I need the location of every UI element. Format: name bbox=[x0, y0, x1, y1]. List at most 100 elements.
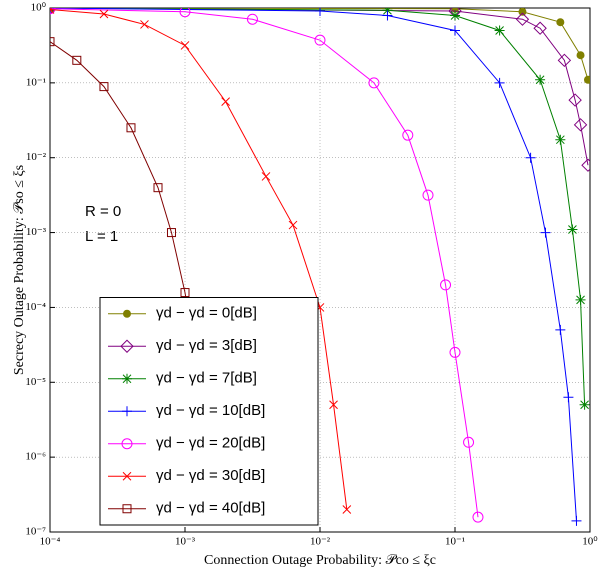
marker bbox=[533, 21, 547, 35]
marker bbox=[568, 93, 582, 107]
series-line bbox=[50, 8, 348, 510]
marker bbox=[440, 279, 452, 291]
marker-shape bbox=[315, 8, 325, 16]
marker-shape bbox=[581, 158, 590, 172]
marker bbox=[315, 8, 325, 16]
marker-shape bbox=[568, 225, 577, 234]
marker bbox=[123, 309, 131, 318]
marker-shape bbox=[525, 152, 536, 163]
marker bbox=[449, 346, 461, 358]
marker-shape bbox=[221, 97, 230, 106]
marker-shape bbox=[440, 279, 452, 291]
marker bbox=[122, 406, 132, 417]
marker bbox=[472, 511, 484, 523]
marker-shape bbox=[140, 20, 149, 29]
marker-shape bbox=[576, 51, 585, 60]
legend-label: γd − γd = 40[dB] bbox=[156, 500, 265, 517]
marker bbox=[463, 436, 475, 448]
marker-shape bbox=[535, 75, 545, 85]
marker-shape bbox=[449, 346, 461, 358]
marker-shape bbox=[122, 406, 132, 417]
y-tick-label: 10⁻⁴ bbox=[25, 301, 46, 313]
marker-shape bbox=[314, 34, 326, 46]
marker bbox=[525, 152, 536, 163]
marker-shape bbox=[179, 8, 191, 18]
marker bbox=[122, 373, 132, 384]
marker-shape bbox=[555, 135, 565, 145]
series-line bbox=[50, 8, 589, 80]
marker-shape bbox=[288, 220, 298, 230]
marker-shape bbox=[122, 374, 132, 384]
marker-shape bbox=[120, 339, 134, 353]
y-tick-label: 10⁻⁵ bbox=[25, 376, 46, 388]
marker bbox=[72, 55, 82, 65]
marker-shape bbox=[515, 12, 530, 26]
marker-shape bbox=[166, 228, 176, 238]
marker-shape bbox=[122, 504, 132, 514]
annotation: L = 1 bbox=[85, 228, 118, 245]
legend-label: γd − γd = 20[dB] bbox=[156, 435, 265, 452]
marker-shape bbox=[422, 189, 434, 201]
marker-shape bbox=[180, 41, 190, 50]
marker-shape bbox=[246, 13, 258, 25]
series-line bbox=[50, 8, 589, 166]
marker bbox=[180, 288, 190, 298]
marker-shape bbox=[99, 9, 109, 19]
y-tick-label: 10⁻⁷ bbox=[25, 526, 46, 538]
marker-shape bbox=[50, 37, 55, 47]
legend-label: γd − γd = 3[dB] bbox=[156, 337, 257, 354]
marker-shape bbox=[99, 82, 109, 92]
y-tick-label: 10⁰ bbox=[31, 2, 47, 14]
marker-shape bbox=[571, 515, 582, 526]
marker-shape bbox=[368, 77, 380, 89]
y-tick-label: 10⁻³ bbox=[26, 226, 47, 238]
marker bbox=[563, 392, 574, 403]
marker-shape bbox=[495, 26, 504, 35]
marker-shape bbox=[121, 438, 133, 450]
marker-shape bbox=[573, 118, 588, 132]
marker-shape bbox=[122, 471, 132, 481]
marker-shape bbox=[382, 10, 393, 21]
marker bbox=[288, 220, 298, 230]
marker bbox=[126, 123, 136, 133]
marker bbox=[166, 228, 176, 238]
marker-shape bbox=[450, 11, 460, 20]
plot-area bbox=[50, 8, 590, 526]
marker bbox=[494, 77, 505, 88]
marker-shape bbox=[540, 227, 551, 238]
marker bbox=[575, 294, 586, 305]
marker bbox=[179, 8, 191, 18]
marker bbox=[581, 158, 590, 172]
marker bbox=[450, 25, 460, 36]
marker-shape bbox=[50, 8, 56, 15]
marker-shape bbox=[518, 8, 527, 16]
marker-shape bbox=[557, 53, 572, 68]
marker bbox=[122, 471, 132, 481]
marker-shape bbox=[568, 93, 582, 107]
marker bbox=[573, 118, 588, 132]
legend-label: γd − γd = 30[dB] bbox=[156, 467, 265, 484]
marker-shape bbox=[563, 392, 574, 403]
marker-shape bbox=[153, 183, 163, 193]
marker-shape bbox=[50, 8, 55, 13]
x-axis-label: Connection Outage Probability: 𝒫co ≤ ξc bbox=[204, 553, 436, 568]
marker-shape bbox=[494, 77, 505, 88]
marker-shape bbox=[533, 21, 547, 35]
marker bbox=[342, 505, 352, 514]
marker bbox=[555, 134, 566, 145]
marker-shape bbox=[123, 309, 131, 318]
legend-label: γd − γd = 7[dB] bbox=[156, 370, 257, 387]
marker bbox=[50, 37, 55, 47]
marker-shape bbox=[583, 75, 590, 84]
x-tick-label: 10⁻³ bbox=[175, 536, 196, 548]
marker-shape bbox=[261, 172, 271, 181]
marker bbox=[50, 8, 55, 14]
marker-shape bbox=[576, 295, 585, 305]
marker bbox=[422, 189, 434, 201]
legend-label: γd − γd = 10[dB] bbox=[156, 402, 265, 419]
marker bbox=[140, 20, 149, 29]
marker bbox=[494, 25, 505, 36]
marker bbox=[540, 227, 551, 238]
legend-label: γd − γd = 0[dB] bbox=[156, 305, 257, 322]
